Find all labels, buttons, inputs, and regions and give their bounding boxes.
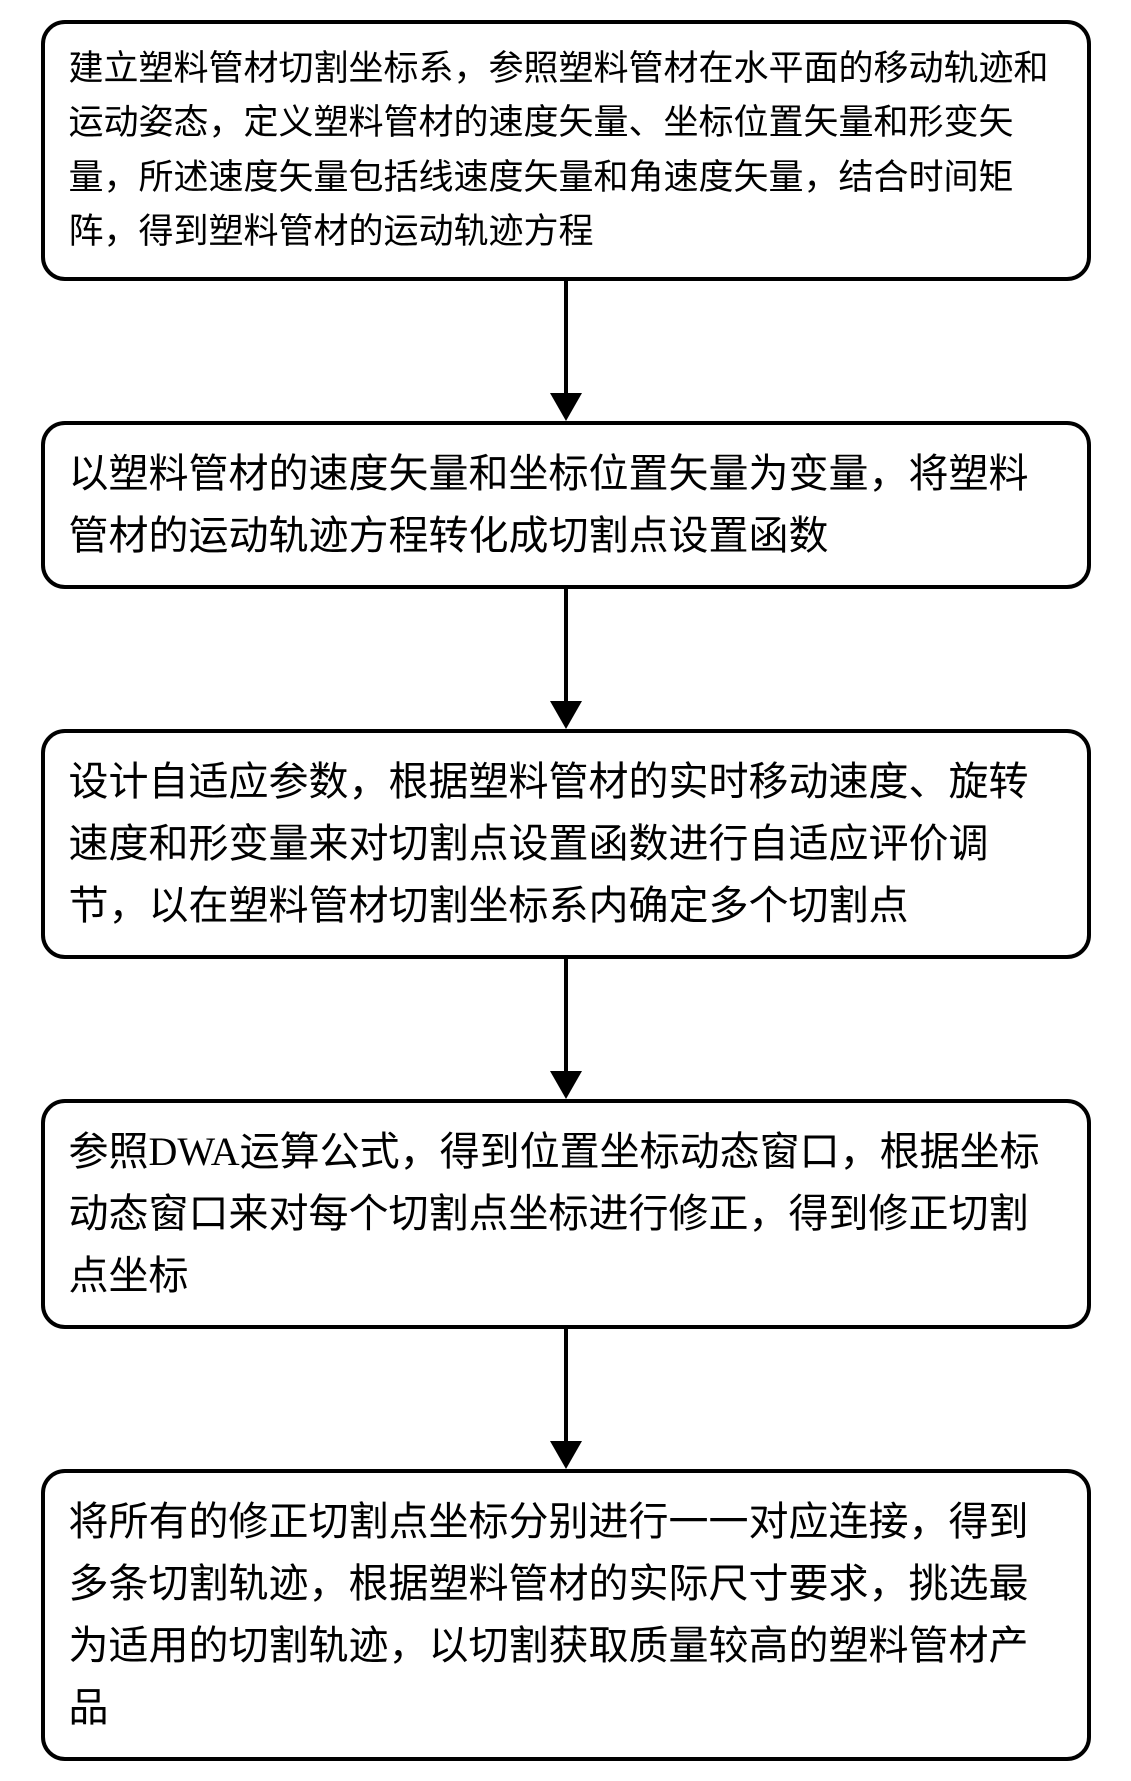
flowchart-arrow xyxy=(550,959,582,1099)
arrow-head-icon xyxy=(550,393,582,421)
arrow-line xyxy=(564,959,568,1071)
flowchart-arrow xyxy=(550,281,582,421)
arrow-head-icon xyxy=(550,1071,582,1099)
flowchart-arrow xyxy=(550,589,582,729)
flowchart-arrow xyxy=(550,1329,582,1469)
flowchart-step: 参照DWA运算公式，得到位置坐标动态窗口，根据坐标动态窗口来对每个切割点坐标进行… xyxy=(41,1099,1091,1329)
arrow-line xyxy=(564,281,568,393)
flowchart-step: 建立塑料管材切割坐标系，参照塑料管材在水平面的移动轨迹和运动姿态，定义塑料管材的… xyxy=(41,20,1091,281)
flowchart-step: 设计自适应参数，根据塑料管材的实时移动速度、旋转速度和形变量来对切割点设置函数进… xyxy=(41,729,1091,959)
arrow-head-icon xyxy=(550,1441,582,1469)
arrow-line xyxy=(564,1329,568,1441)
flowchart-step: 以塑料管材的速度矢量和坐标位置矢量为变量，将塑料管材的运动轨迹方程转化成切割点设… xyxy=(41,421,1091,589)
flowchart-step: 将所有的修正切割点坐标分别进行一一对应连接，得到多条切割轨迹，根据塑料管材的实际… xyxy=(41,1469,1091,1761)
arrow-line xyxy=(564,589,568,701)
arrow-head-icon xyxy=(550,701,582,729)
flowchart-container: 建立塑料管材切割坐标系，参照塑料管材在水平面的移动轨迹和运动姿态，定义塑料管材的… xyxy=(20,20,1111,1761)
